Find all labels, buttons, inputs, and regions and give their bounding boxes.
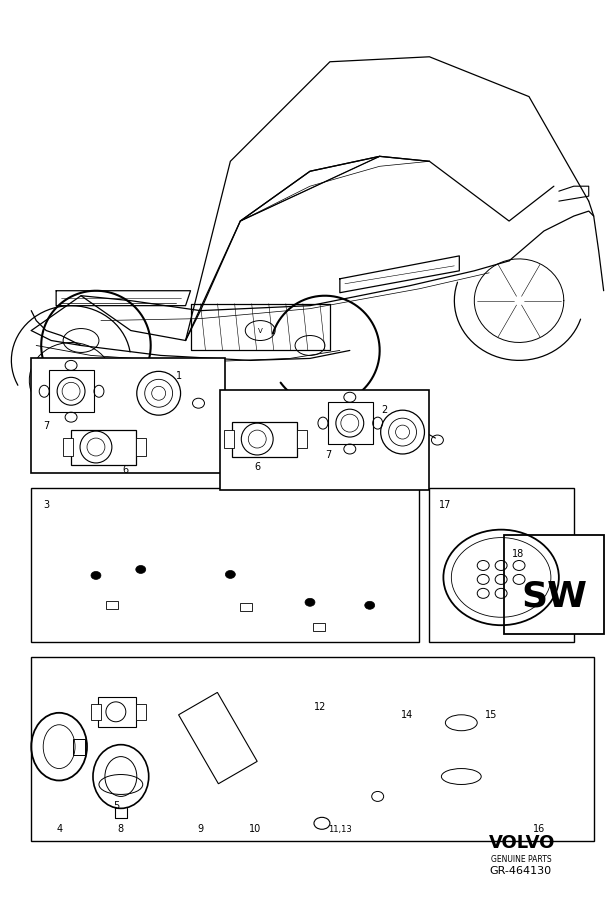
Ellipse shape — [305, 598, 315, 607]
Text: 3: 3 — [43, 500, 49, 509]
Bar — [106, 601, 118, 609]
Text: 18: 18 — [512, 549, 525, 559]
Bar — [232, 422, 297, 457]
Ellipse shape — [91, 572, 101, 580]
Bar — [313, 623, 325, 631]
Bar — [71, 430, 136, 465]
Text: 6: 6 — [254, 462, 260, 472]
Text: 12: 12 — [314, 702, 326, 712]
Ellipse shape — [365, 601, 375, 609]
Bar — [224, 430, 234, 448]
Text: VOLVO: VOLVO — [489, 834, 555, 852]
Bar — [91, 704, 101, 720]
Text: 17: 17 — [439, 500, 452, 509]
Text: 16: 16 — [533, 824, 545, 834]
Bar — [31, 358, 225, 473]
Text: 15: 15 — [485, 710, 498, 720]
Bar — [31, 657, 593, 842]
Text: 14: 14 — [402, 710, 414, 720]
Text: GENUINE PARTS: GENUINE PARTS — [491, 855, 552, 864]
Text: 2: 2 — [381, 405, 388, 415]
Text: 7: 7 — [43, 421, 49, 431]
Bar — [220, 391, 429, 490]
Bar — [429, 488, 574, 642]
Bar — [297, 430, 307, 448]
Bar — [63, 438, 73, 456]
Text: V: V — [258, 328, 263, 334]
Text: 1: 1 — [175, 372, 181, 382]
Bar — [136, 438, 146, 456]
Text: 9: 9 — [197, 824, 204, 834]
Bar — [136, 704, 146, 720]
Text: 8: 8 — [118, 824, 124, 834]
Bar — [73, 739, 85, 754]
Text: 10: 10 — [249, 824, 261, 834]
Text: SW: SW — [521, 580, 587, 613]
Text: GR-464130: GR-464130 — [489, 866, 551, 876]
Bar — [98, 697, 136, 726]
Text: 5: 5 — [113, 801, 119, 812]
Bar — [49, 371, 94, 412]
Text: 7: 7 — [325, 450, 331, 460]
Ellipse shape — [225, 571, 236, 579]
Text: 4: 4 — [56, 824, 62, 834]
Text: 6: 6 — [123, 465, 129, 475]
Text: 11,13: 11,13 — [328, 824, 352, 833]
Ellipse shape — [136, 565, 146, 573]
Bar — [328, 402, 373, 444]
Bar — [178, 692, 257, 784]
Bar — [240, 603, 252, 611]
Bar — [31, 488, 419, 642]
Bar — [504, 535, 604, 634]
